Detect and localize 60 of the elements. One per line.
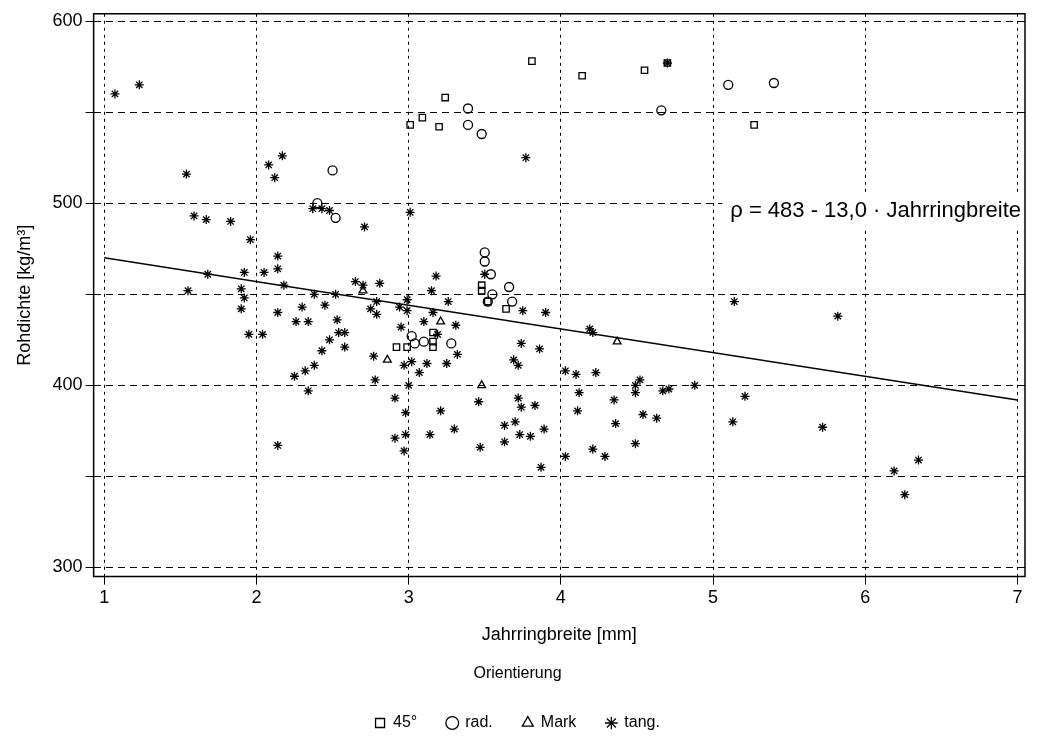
y-tick-label: 500 xyxy=(52,192,83,213)
x-tick-label: 5 xyxy=(708,587,719,608)
point xyxy=(418,113,427,122)
point xyxy=(429,343,437,351)
point xyxy=(462,119,474,131)
point xyxy=(502,305,510,313)
point xyxy=(429,337,437,346)
point xyxy=(462,103,474,114)
point xyxy=(358,285,368,294)
point xyxy=(528,57,536,65)
point xyxy=(485,269,496,280)
y-tick-label: 600 xyxy=(52,10,83,31)
point xyxy=(479,256,490,267)
x-tick-label: 1 xyxy=(99,587,110,608)
point xyxy=(477,281,486,290)
annotation: ρ = 483 - 13,0 · Jahrringbreite xyxy=(730,196,1021,222)
point xyxy=(330,212,341,223)
legend-label: tang. xyxy=(624,713,660,731)
legend-label: 45° xyxy=(393,713,418,731)
point xyxy=(487,289,498,300)
x-axis-title: Jahrringbreite [mm] xyxy=(481,623,637,644)
point xyxy=(663,59,672,67)
point xyxy=(612,336,622,345)
point xyxy=(479,247,490,258)
point xyxy=(503,281,515,293)
point xyxy=(477,286,486,295)
x-tick-label: 6 xyxy=(860,587,871,608)
point xyxy=(312,198,323,209)
point xyxy=(750,121,758,129)
point xyxy=(409,338,420,349)
point xyxy=(406,121,415,129)
point xyxy=(406,331,417,342)
point xyxy=(446,338,457,349)
x-tick-label: 3 xyxy=(403,587,414,608)
point xyxy=(640,66,649,75)
x-tick-label: 7 xyxy=(1012,587,1023,608)
point xyxy=(327,165,338,176)
y-tick-label: 400 xyxy=(52,374,83,395)
point xyxy=(403,343,411,351)
point xyxy=(656,105,667,116)
legend-label: rad. xyxy=(465,713,493,731)
point xyxy=(768,77,780,89)
point xyxy=(506,296,518,307)
point xyxy=(477,380,487,389)
point xyxy=(435,122,443,131)
point xyxy=(392,343,401,351)
point xyxy=(418,336,430,347)
x-tick-label: 4 xyxy=(555,587,566,608)
point xyxy=(723,79,734,90)
point xyxy=(429,328,437,337)
point xyxy=(476,128,487,140)
y-tick-label: 300 xyxy=(52,556,83,577)
point xyxy=(436,316,446,325)
point xyxy=(441,93,450,102)
point xyxy=(382,354,392,363)
y-axis-title: Rohdichte [kg/m³] xyxy=(13,224,34,366)
legend-title: Orientierung xyxy=(473,664,562,682)
x-tick-label: 2 xyxy=(251,587,262,608)
legend-label: Mark xyxy=(540,713,578,731)
point xyxy=(578,71,586,80)
